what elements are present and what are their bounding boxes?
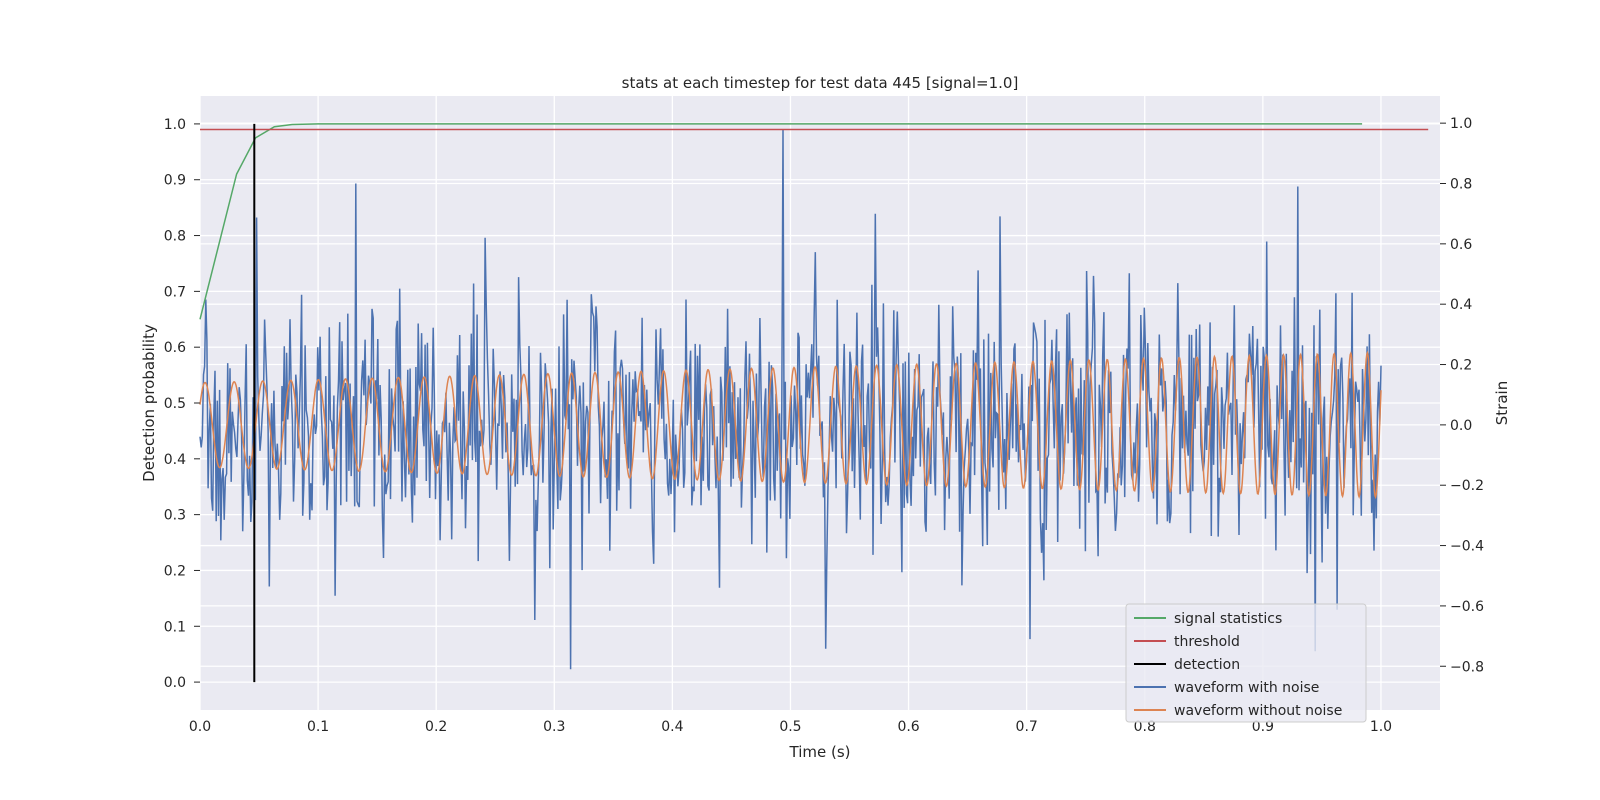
- legend-label: signal statistics: [1174, 611, 1282, 627]
- y-tick-label: 0.0: [164, 675, 186, 691]
- x-tick-label: 0.7: [1016, 719, 1038, 735]
- legend-label: detection: [1174, 657, 1240, 673]
- series-layer: [199, 123, 1429, 683]
- y2-tick-label: 0.6: [1450, 237, 1472, 253]
- y-tick-label: 0.4: [164, 452, 186, 468]
- legend-label: threshold: [1174, 634, 1240, 650]
- x-tick-label: 1.0: [1370, 719, 1392, 735]
- y2-tick-label: −0.8: [1450, 659, 1484, 675]
- x-tick-label: 0.9: [1252, 719, 1274, 735]
- y2-tick-label: 0.0: [1450, 418, 1472, 434]
- y2-axis-label: Strain: [1493, 381, 1511, 425]
- series-line-waveform-without-noise: [199, 350, 1382, 500]
- y-tick-label: 1.0: [164, 117, 186, 133]
- y2-tick-label: 0.4: [1450, 297, 1472, 313]
- legend-label: waveform without noise: [1174, 703, 1342, 719]
- x-tick-label: 0.2: [425, 719, 447, 735]
- y2-tick-label: −0.2: [1450, 478, 1484, 494]
- y2-tick-label: 0.2: [1450, 358, 1472, 374]
- x-tick-label: 0.8: [1134, 719, 1156, 735]
- x-tick-label: 0.3: [543, 719, 565, 735]
- y-tick-label: 0.8: [164, 229, 186, 245]
- chart-title: stats at each timestep for test data 445…: [622, 74, 1019, 92]
- y2-tick-label: 0.8: [1450, 176, 1472, 192]
- legend-box: [1125, 603, 1367, 723]
- x-tick-label: 0.6: [897, 719, 919, 735]
- y-tick-label: 0.1: [164, 619, 186, 635]
- y-tick-label: 0.3: [164, 508, 186, 524]
- y2-tick-label: −0.4: [1450, 539, 1484, 555]
- y-tick-label: 0.7: [164, 284, 186, 300]
- legend: signal statistics threshold detection wavef…: [1125, 603, 1367, 723]
- series-line-signal-statistics: [199, 123, 1363, 320]
- x-axis-label: Time (s): [789, 743, 851, 761]
- y-tick-label: 0.9: [164, 173, 186, 189]
- y-tick-label: 0.5: [164, 396, 186, 412]
- y-tick-label: 0.2: [164, 563, 186, 579]
- x-tick-label: 0.1: [307, 719, 329, 735]
- x-tick-label: 0.0: [189, 719, 211, 735]
- x-tick-label: 0.5: [779, 719, 801, 735]
- y2-tick-label: 1.0: [1450, 116, 1472, 132]
- y-tick-label: 0.6: [164, 340, 186, 356]
- legend-label: waveform with noise: [1174, 680, 1319, 696]
- ticks: 0.0 0.1 0.2 0.3 0.4 0.5 0.6 0.7 0.8 0.9 1.0 0.0 0.1 0…: [164, 116, 1484, 735]
- y2-tick-label: −0.6: [1450, 599, 1484, 615]
- y-axis-label: Detection probability: [140, 324, 158, 482]
- x-tick-label: 0.4: [661, 719, 683, 735]
